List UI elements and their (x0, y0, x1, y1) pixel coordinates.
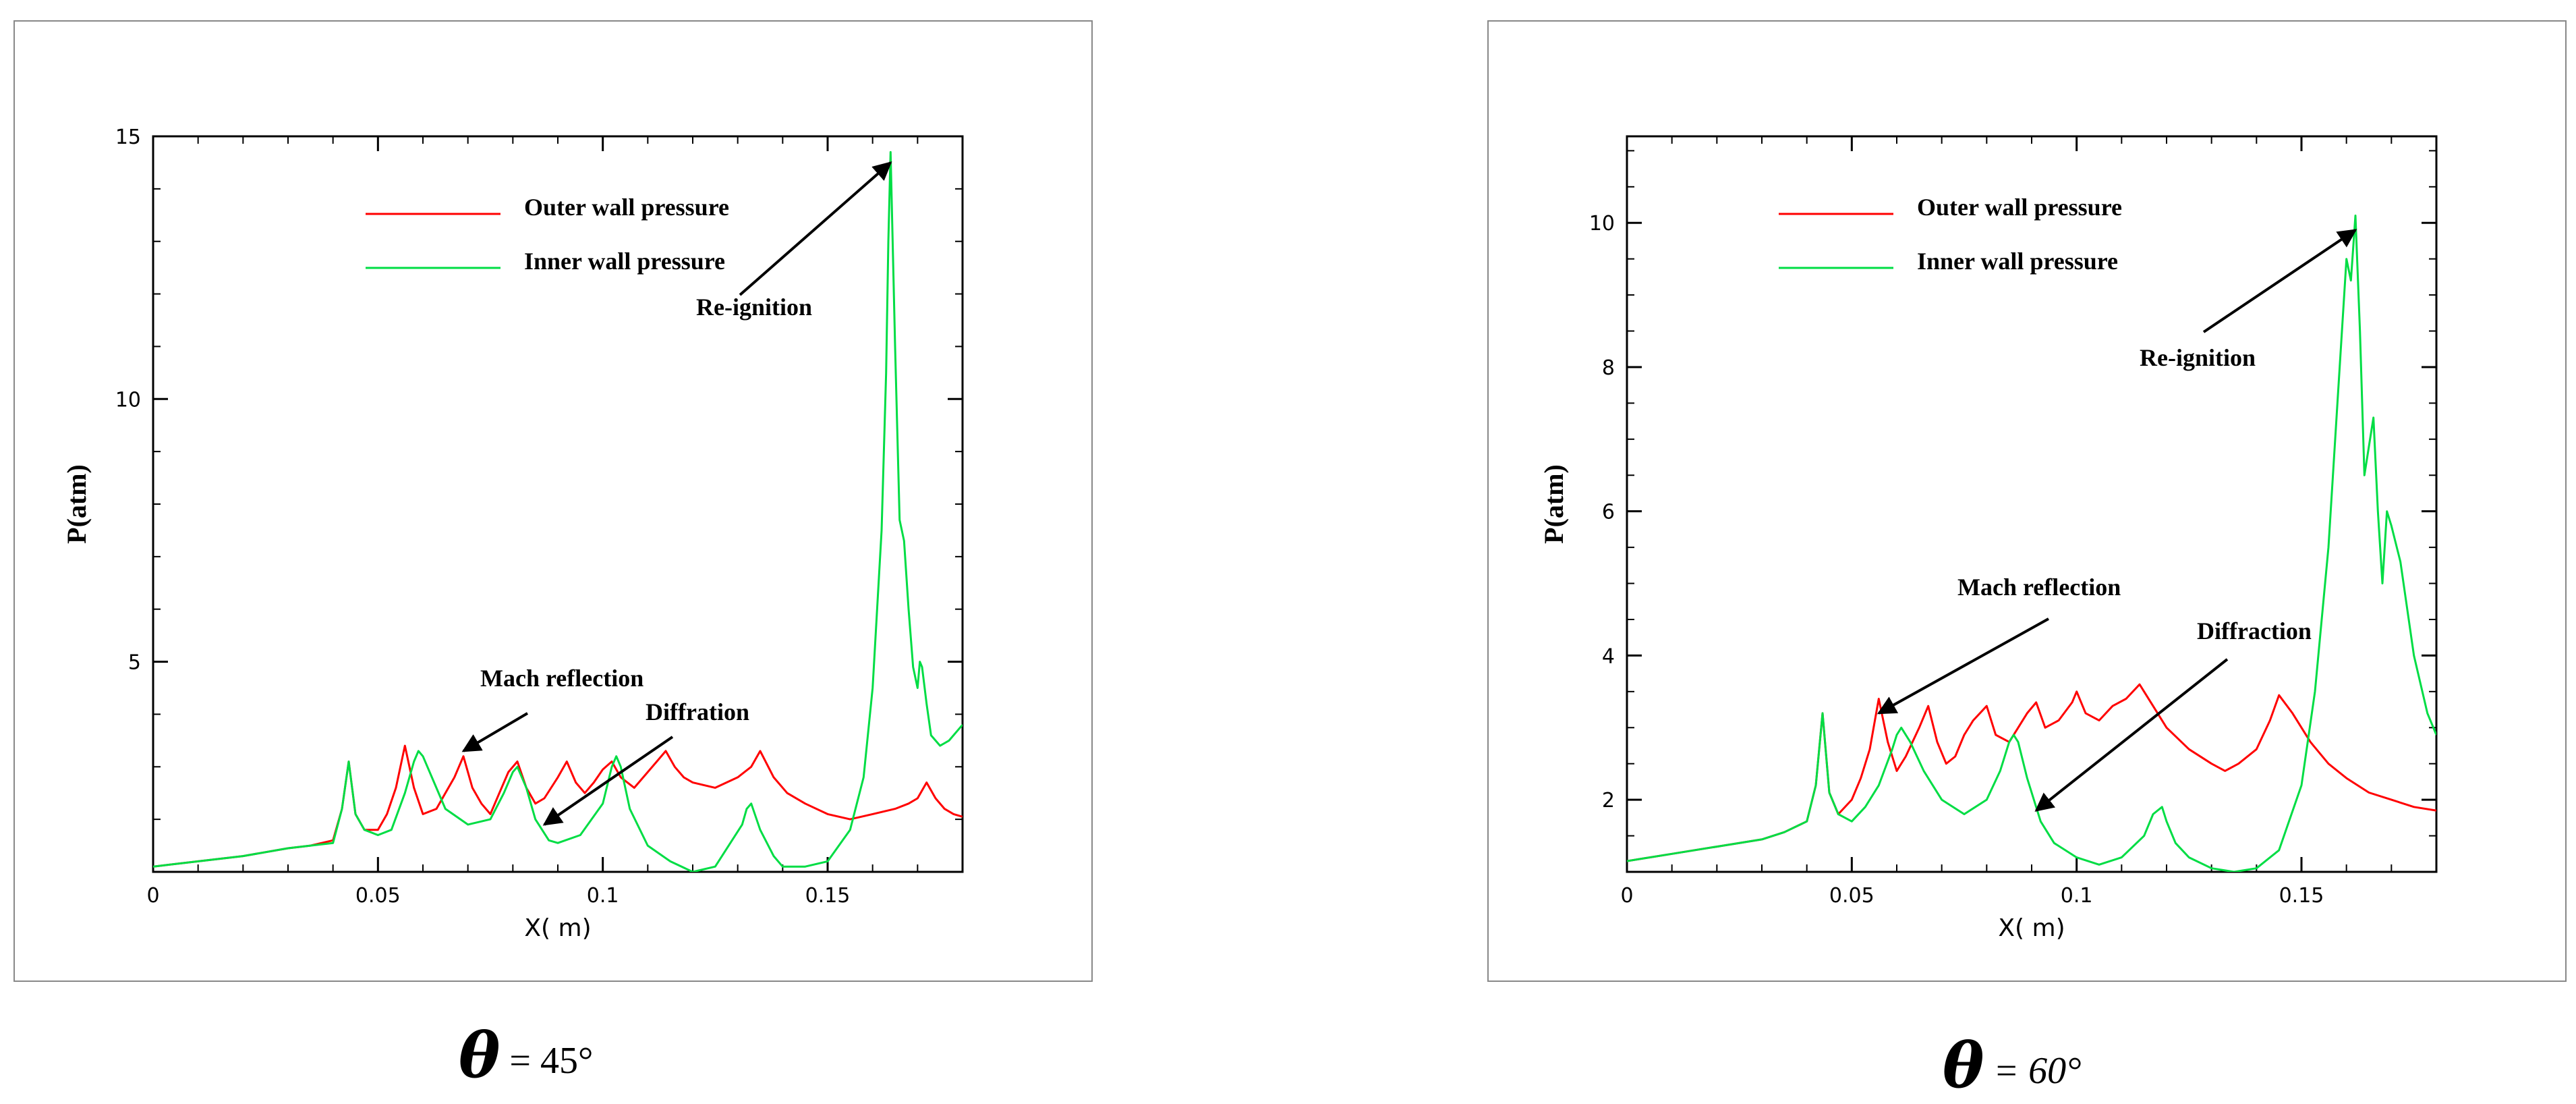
series-group (153, 150, 963, 872)
annotation-arrow (2034, 658, 2229, 812)
pressure-chart-left: 0 0.05 0.1 0.15 5 10 15 X( m) P(atm) Outer wall p… (61, 126, 964, 942)
x-tick-label: 0.05 (1829, 884, 1874, 908)
x-axis-title: X( m) (1998, 914, 2065, 942)
y-axis-title: P(atm) (61, 464, 92, 544)
legend-label: Outer wall pressure (1917, 194, 2122, 221)
legend-label: Outer wall pressure (524, 194, 729, 221)
x-tick-label: 0.05 (355, 884, 401, 908)
annotation-label: Mach reflection (1957, 574, 2121, 601)
inner-wall-pressure-line (153, 150, 963, 872)
y-axis-title: P(atm) (1539, 464, 1569, 544)
annotation-label: Diffration (646, 698, 749, 725)
y-tick-label: 15 (115, 126, 141, 149)
plot-frame (152, 135, 964, 873)
y-tick-label: 2 (1602, 789, 1615, 812)
chart-panel-left: 0 0.05 0.1 0.15 5 10 15 X( m) P(atm) Outer wall p… (13, 20, 1093, 982)
annotation-arrow (461, 712, 529, 752)
annotation-label: Mach reflection (480, 665, 643, 692)
legend-label: Inner wall pressure (524, 248, 725, 275)
outer-wall-pressure-line (1627, 683, 2436, 862)
y-tick-label: 6 (1602, 501, 1615, 524)
annotation-label: Re-ignition (696, 294, 812, 321)
annotation-arrow (739, 161, 892, 296)
x-axis-title: X( m) (524, 914, 591, 942)
caption-value: = 45° (509, 1040, 594, 1082)
annotation-arrow (1877, 617, 2049, 715)
caption-value: = 60° (1993, 1050, 2082, 1092)
x-tick-label: 0 (1620, 884, 1633, 908)
y-tick-label: 10 (1589, 212, 1615, 236)
theta-symbol: θ (1943, 1029, 1984, 1102)
y-tick-label: 4 (1602, 644, 1615, 668)
annotation-arrow (542, 736, 674, 826)
annotation-label: Diffraction (2197, 617, 2312, 644)
x-tick-label: 0.15 (805, 884, 851, 908)
chart-panel-right: 0 0.05 0.1 0.15 2 4 6 8 10 X( m) P(atm) Outer wall … (1487, 20, 2567, 982)
x-tick-label: 0 (146, 884, 159, 908)
series-group (1627, 215, 2436, 872)
plot-frame (1626, 135, 2438, 873)
y-tick-label: 10 (115, 388, 141, 412)
x-tick-label: 0.1 (2061, 884, 2093, 908)
inner-wall-pressure-line (1627, 215, 2436, 872)
y-tick-label: 5 (128, 651, 141, 675)
x-tick-label: 0.1 (587, 884, 619, 908)
caption-right: θ = 60° (1943, 1029, 2082, 1102)
annotation-arrow (2202, 229, 2357, 333)
annotation-label: Re-ignition (2140, 344, 2256, 371)
legend-label: Inner wall pressure (1917, 248, 2118, 275)
outer-wall-pressure-line (153, 744, 963, 868)
pressure-chart-right: 0 0.05 0.1 0.15 2 4 6 8 10 X( m) P(atm) Outer wall … (1539, 135, 2438, 942)
x-tick-label: 0.15 (2279, 884, 2324, 908)
y-tick-label: 8 (1602, 356, 1615, 380)
theta-symbol: θ (459, 1019, 500, 1092)
caption-left: θ = 45° (459, 1019, 593, 1092)
